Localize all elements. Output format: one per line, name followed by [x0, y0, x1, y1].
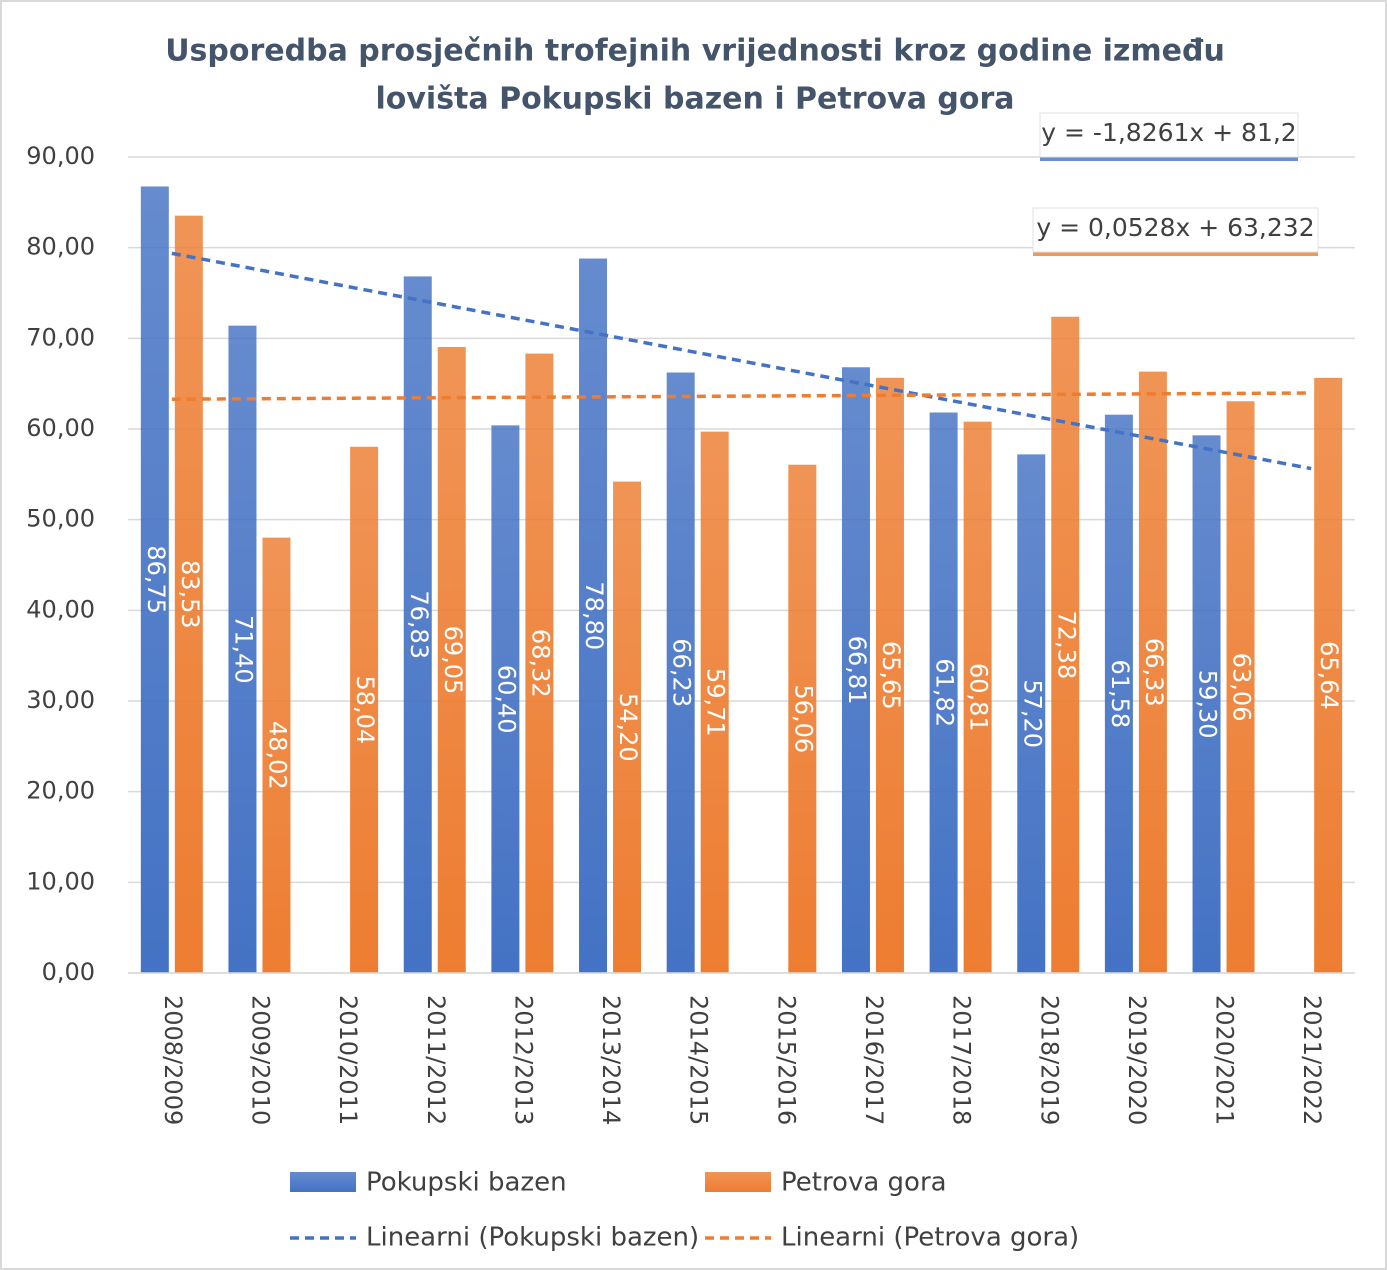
data-label: 65,65 — [877, 641, 905, 710]
data-label: 57,20 — [1018, 679, 1046, 748]
x-tick-label: 2016/2017 — [860, 995, 888, 1125]
trendline — [171, 251, 1312, 471]
legend-label: Linearni (Pokupski bazen) — [366, 1223, 699, 1253]
x-tick-label: 2021/2022 — [1298, 995, 1326, 1125]
y-tick-label: 20,00 — [26, 777, 95, 805]
bar — [350, 446, 379, 974]
bar — [613, 481, 642, 973]
chart-title: lovišta Pokupski bazen i Petrova gora — [375, 82, 1014, 117]
legend-label: Linearni (Petrova gora) — [781, 1223, 1079, 1253]
data-label: 69,05 — [439, 626, 467, 695]
bar — [700, 431, 729, 973]
data-label: 61,82 — [931, 658, 959, 727]
bar — [875, 377, 904, 974]
bar — [491, 425, 520, 974]
data-label: 76,83 — [405, 590, 433, 659]
data-label: 61,58 — [1106, 659, 1134, 728]
data-label: 48,02 — [263, 721, 291, 790]
data-label: 86,75 — [142, 545, 170, 614]
bar — [262, 537, 291, 973]
bar — [1138, 371, 1167, 973]
y-tick-label: 30,00 — [26, 686, 95, 714]
x-tick-label: 2014/2015 — [685, 995, 713, 1125]
bar — [1104, 414, 1133, 973]
bar — [1226, 401, 1255, 974]
data-label: 58,04 — [351, 676, 379, 745]
y-tick-label: 40,00 — [26, 595, 95, 623]
data-label: 63,06 — [1228, 653, 1256, 722]
y-tick-label: 70,00 — [26, 323, 95, 351]
data-label: 66,81 — [843, 636, 871, 705]
legend-swatch — [290, 1172, 356, 1192]
x-tick-label: 2013/2014 — [597, 995, 625, 1125]
equation-label: y = 0,0528x + 63,232 — [1036, 213, 1314, 242]
bar — [525, 353, 554, 974]
x-tick-label: 2017/2018 — [948, 995, 976, 1125]
data-label: 68,32 — [526, 629, 554, 698]
x-tick-label: 2011/2012 — [422, 995, 450, 1125]
data-label: 60,40 — [492, 665, 520, 734]
bar — [140, 186, 169, 973]
data-label: 83,53 — [176, 560, 204, 629]
x-tick-label: 2020/2021 — [1211, 995, 1239, 1125]
bar — [1192, 435, 1221, 973]
data-label: 59,71 — [702, 668, 730, 737]
bar — [963, 421, 992, 973]
data-label: 54,20 — [614, 693, 642, 762]
x-tick-label: 2010/2011 — [334, 995, 362, 1125]
x-tick-label: 2009/2010 — [246, 995, 274, 1125]
y-tick-label: 50,00 — [26, 505, 95, 533]
y-tick-label: 60,00 — [26, 414, 95, 442]
bar — [403, 276, 432, 974]
equation-box — [1032, 207, 1319, 253]
legend-swatch — [705, 1172, 771, 1192]
x-tick-label: 2012/2013 — [509, 995, 537, 1125]
bar — [228, 325, 257, 973]
y-tick-label: 10,00 — [26, 867, 95, 895]
data-label: 66,23 — [668, 638, 696, 707]
bar — [579, 258, 608, 974]
x-tick-label: 2019/2020 — [1123, 995, 1151, 1125]
data-label: 56,06 — [789, 685, 817, 754]
bar — [929, 412, 958, 973]
data-label: 72,38 — [1052, 611, 1080, 680]
data-label: 60,81 — [965, 663, 993, 732]
chart-title: Usporedba prosječnih trofejnih vrijednos… — [165, 34, 1225, 69]
data-label: 66,33 — [1140, 638, 1168, 707]
data-label: 59,30 — [1194, 670, 1222, 739]
legend-label: Petrova gora — [781, 1168, 947, 1198]
data-label: 71,40 — [229, 615, 257, 684]
y-tick-label: 90,00 — [26, 142, 95, 170]
y-tick-label: 80,00 — [26, 233, 95, 261]
bar — [1314, 377, 1343, 973]
x-tick-label: 2015/2016 — [772, 995, 800, 1125]
data-label: 78,80 — [580, 581, 608, 650]
equation-box — [1039, 112, 1299, 158]
bar — [174, 215, 203, 974]
x-tick-label: 2008/2009 — [159, 995, 187, 1125]
bar — [788, 464, 817, 973]
bar — [437, 346, 466, 973]
equation-label: y = -1,8261x + 81,2 — [1041, 118, 1296, 147]
x-tick-label: 2018/2019 — [1035, 995, 1063, 1125]
bar — [1017, 454, 1046, 973]
bar — [666, 372, 695, 974]
data-label: 65,64 — [1315, 641, 1343, 710]
bar — [841, 367, 870, 974]
y-tick-label: 0,00 — [42, 958, 95, 986]
bar — [1051, 316, 1080, 974]
trendline — [171, 391, 1312, 401]
legend-label: Pokupski bazen — [366, 1168, 567, 1198]
